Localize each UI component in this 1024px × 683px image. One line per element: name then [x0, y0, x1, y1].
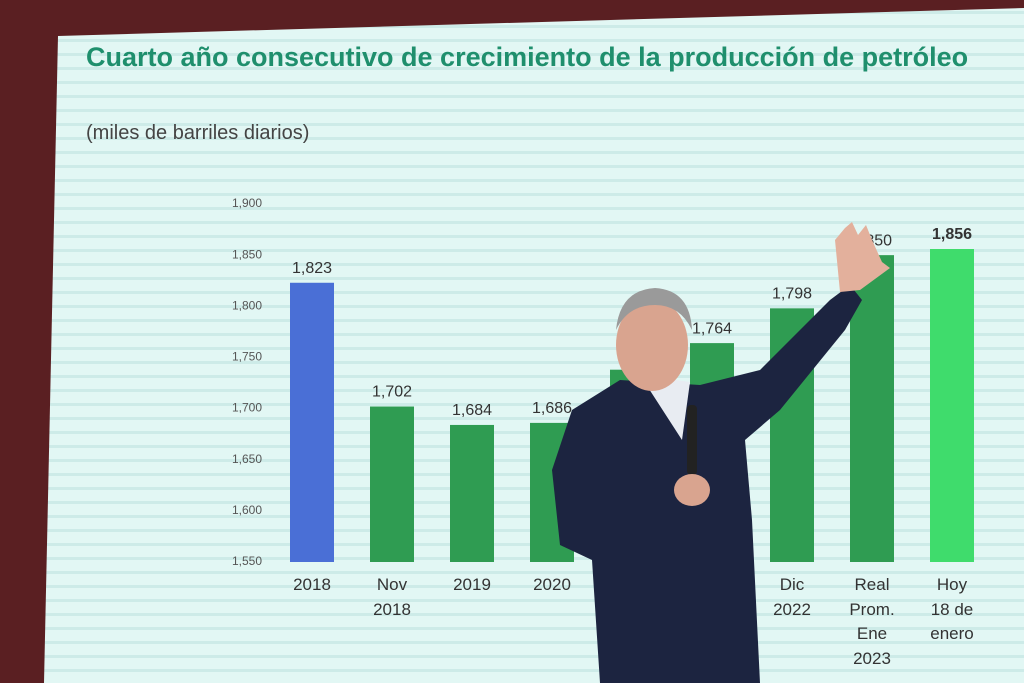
value-label: 1,823 [292, 260, 332, 277]
x-tick-label: 2020 [533, 575, 571, 594]
bar [290, 282, 334, 562]
chart-subtitle: (miles de barriles diarios) [86, 122, 310, 144]
bar [370, 406, 414, 562]
y-tick-label: 1,900 [232, 196, 262, 210]
value-label: 1,856 [932, 226, 972, 243]
y-tick-label: 1,700 [232, 401, 262, 415]
x-tick-label: 2019 [453, 575, 491, 594]
y-tick-label: 1,650 [232, 452, 262, 466]
y-tick-label: 1,550 [232, 554, 262, 568]
y-tick-label: 1,750 [232, 350, 262, 364]
y-tick-label: 1,850 [232, 247, 262, 261]
value-label: 1,686 [532, 400, 572, 417]
value-label: 1,764 [692, 320, 732, 337]
x-tick-label: Nov 2018 [373, 575, 411, 619]
value-label: 1,798 [772, 286, 812, 303]
x-tick-label: 2018 [293, 575, 331, 594]
x-tick-label: Hoy 18 de enero [930, 575, 974, 644]
value-label: 1,684 [452, 402, 492, 419]
x-tick-label: Dic 2022 [773, 575, 811, 619]
y-tick-label: 1,800 [232, 298, 262, 312]
y-tick-label: 1,600 [232, 503, 262, 517]
chart-title: Cuarto año consecutivo de crecimiento de… [86, 42, 969, 72]
bar [930, 249, 974, 562]
x-tick-label: Real Prom. Ene 2023 [849, 575, 895, 668]
bar [450, 424, 494, 562]
value-label: 1,702 [372, 384, 412, 401]
